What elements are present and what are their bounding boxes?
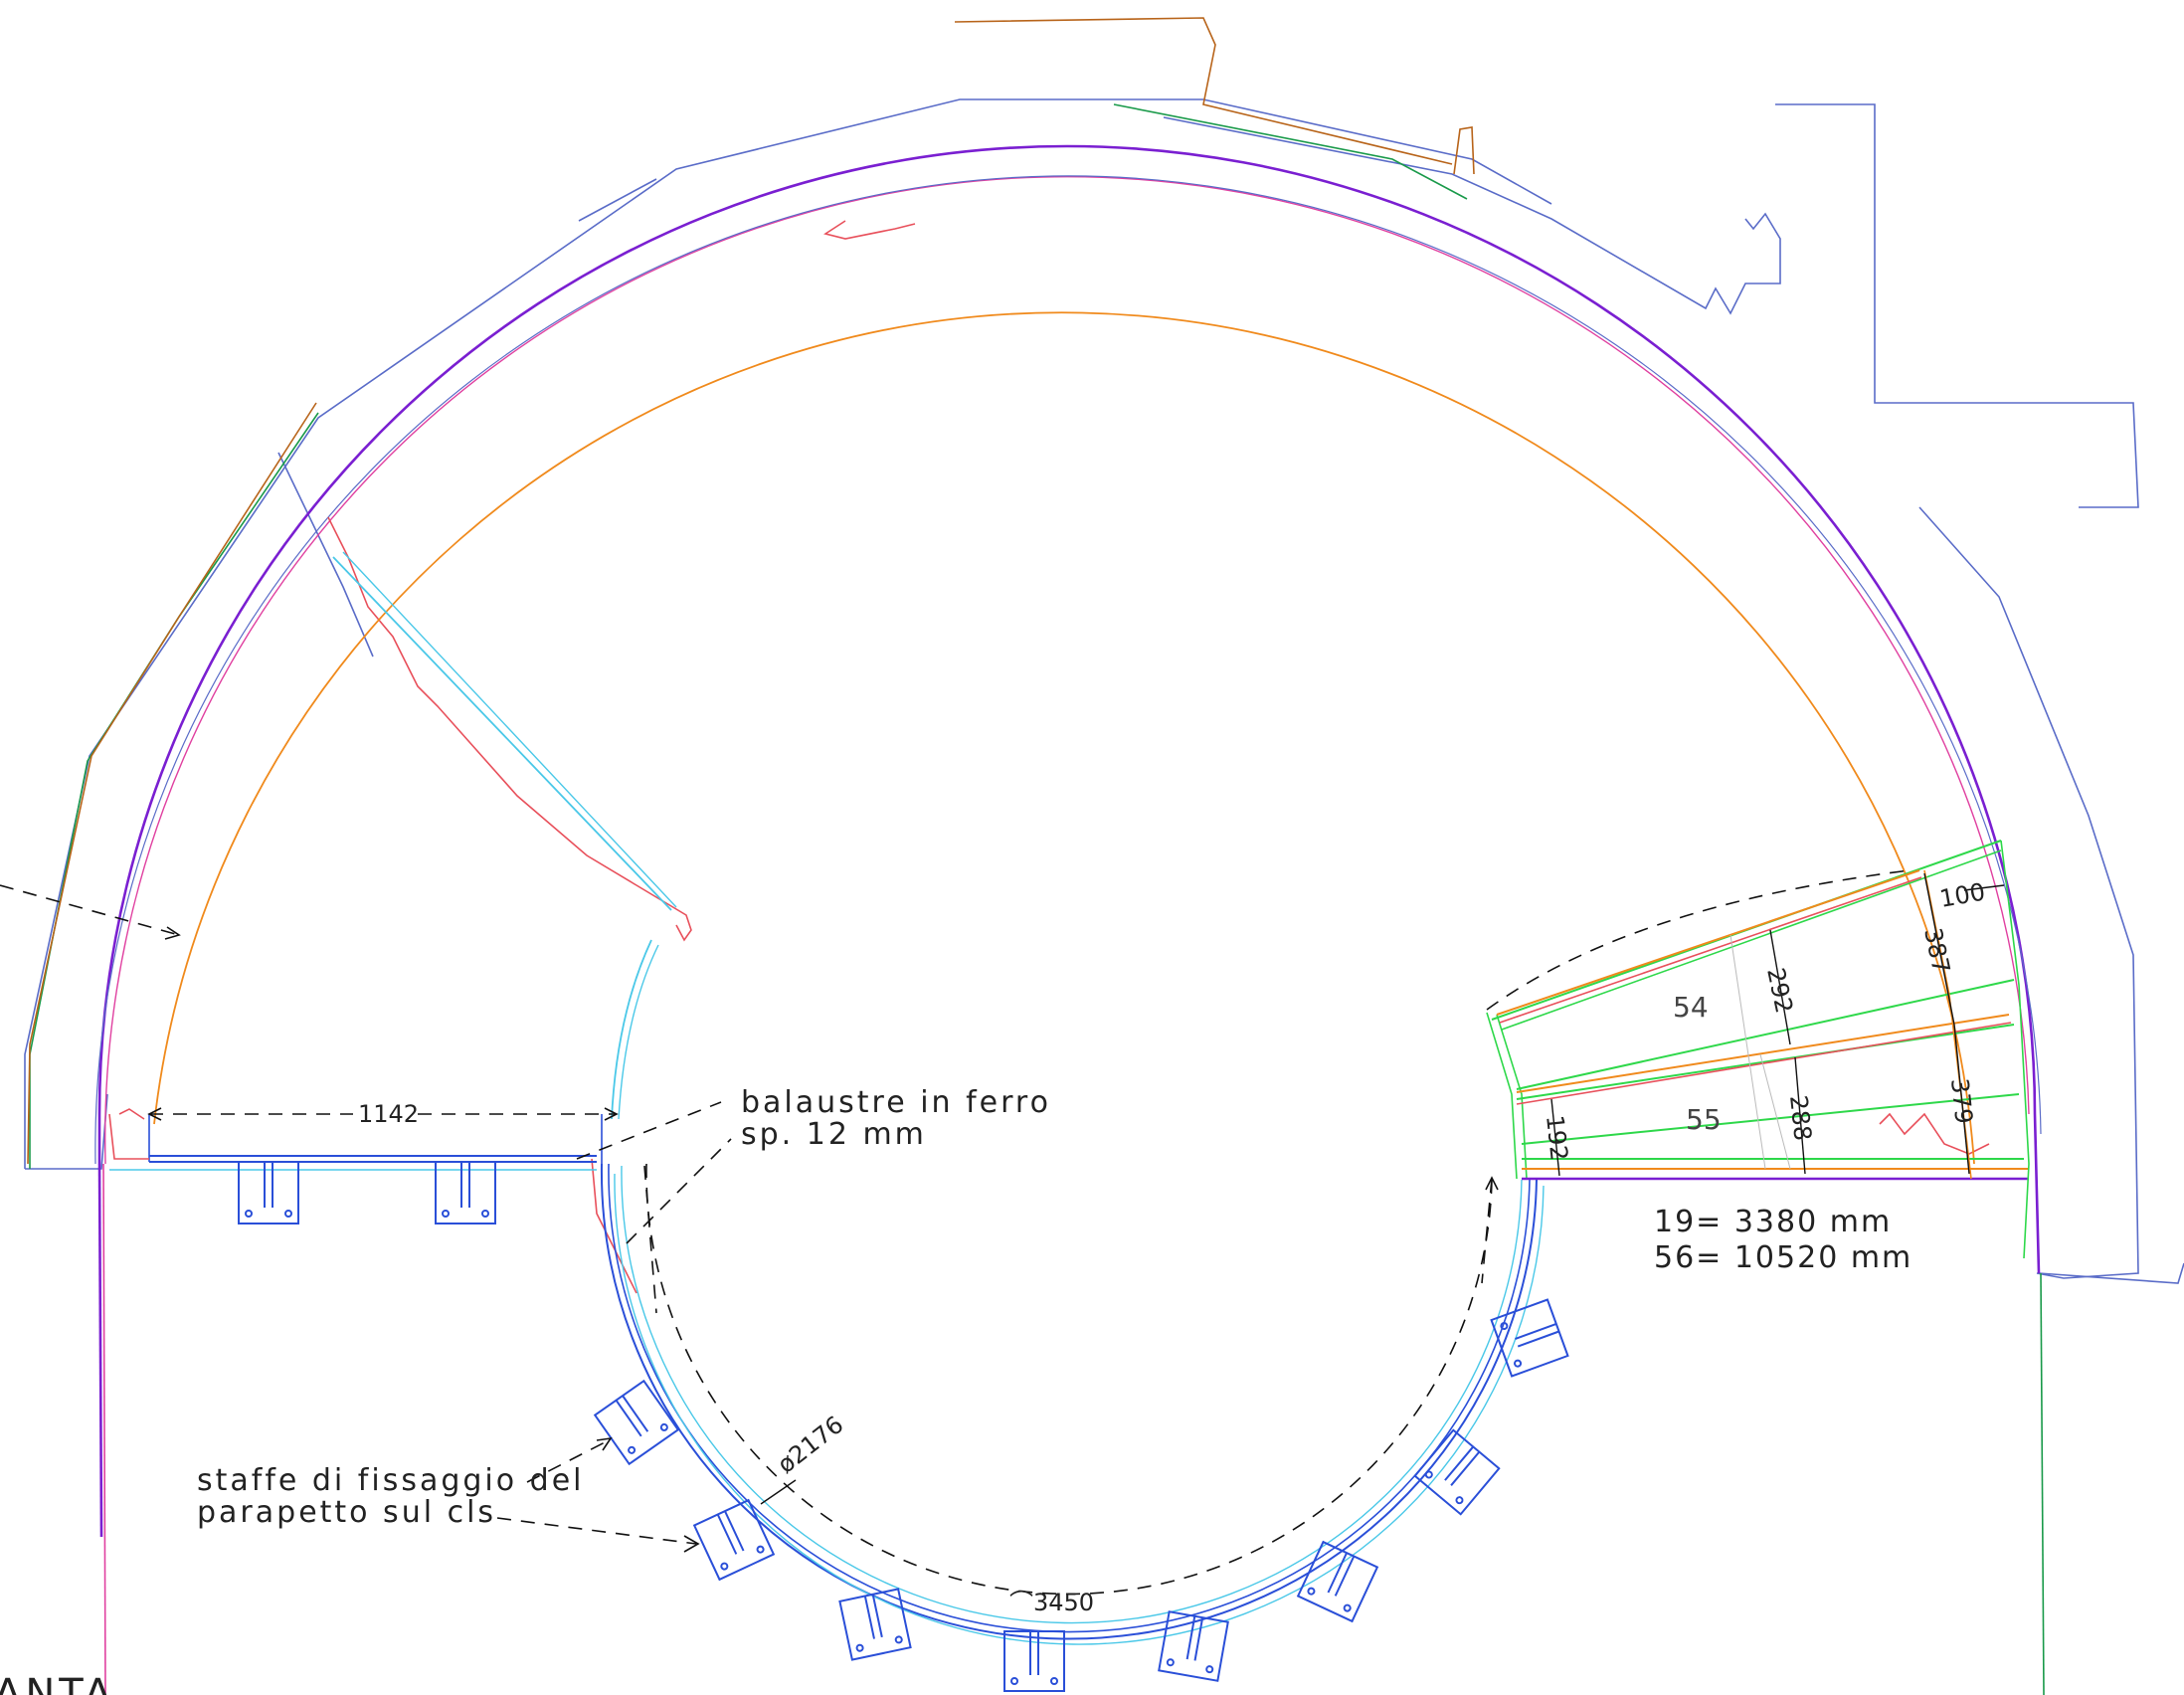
fixing-plate: [1003, 1630, 1065, 1692]
dimension-292: 292: [1761, 965, 1798, 1016]
stair-steps: [1486, 840, 2030, 1259]
fixing-plate: [435, 1161, 496, 1224]
fixing-plate: [593, 1379, 680, 1466]
left-landing: [108, 1113, 603, 1171]
dimension-192: 192: [1541, 1114, 1573, 1162]
stair-well-rail: [600, 1163, 1545, 1645]
step-number-55: 55: [1686, 1103, 1722, 1136]
dimension-379: 379: [1945, 1077, 1978, 1125]
dimension-arc-length: ⌒3450: [1009, 1589, 1094, 1616]
fixing-plate: [238, 1161, 299, 1224]
cyan-guide-lines: [332, 551, 677, 1120]
dimension-1142: 1142: [358, 1100, 419, 1128]
summary-line1: 19= 3380 mm: [1654, 1205, 1892, 1239]
label-balaustre-line1: balaustre in ferro: [741, 1085, 1051, 1120]
fixing-plate: [692, 1498, 776, 1582]
dimension-288: 288: [1784, 1094, 1817, 1142]
step-number-54: 54: [1673, 991, 1709, 1024]
landing-plates: [238, 1161, 496, 1224]
label-staffe-line1: staffe di fissaggio del: [197, 1463, 585, 1498]
fixing-plate: [838, 1588, 912, 1661]
outer-wall-outline: [24, 98, 2184, 1284]
dimension-diameter: ø2176: [772, 1411, 848, 1479]
left-wall-lines: [97, 1163, 2045, 1695]
summary-line2: 56= 10520 mm: [1654, 1240, 1912, 1275]
well-plates: [593, 1298, 1569, 1692]
brown-boundary-line: [27, 17, 1475, 1165]
fixing-plate: [1296, 1540, 1379, 1623]
dimension-100: 100: [1937, 877, 1987, 913]
drawing-title-fragment: ANTA: [0, 1671, 115, 1695]
dimension-387: 387: [1918, 925, 1955, 976]
fixing-plate: [1413, 1428, 1501, 1516]
dimension-lines: [0, 872, 2005, 1553]
label-staffe-line2: parapetto sul cls: [197, 1495, 496, 1530]
label-balaustre-line2: sp. 12 mm: [741, 1117, 927, 1152]
fixing-plate: [1158, 1610, 1229, 1682]
orange-reference-arc: [153, 311, 1975, 1165]
fixing-plate: [1490, 1298, 1569, 1378]
inner-wall-arc: [94, 144, 2042, 1274]
